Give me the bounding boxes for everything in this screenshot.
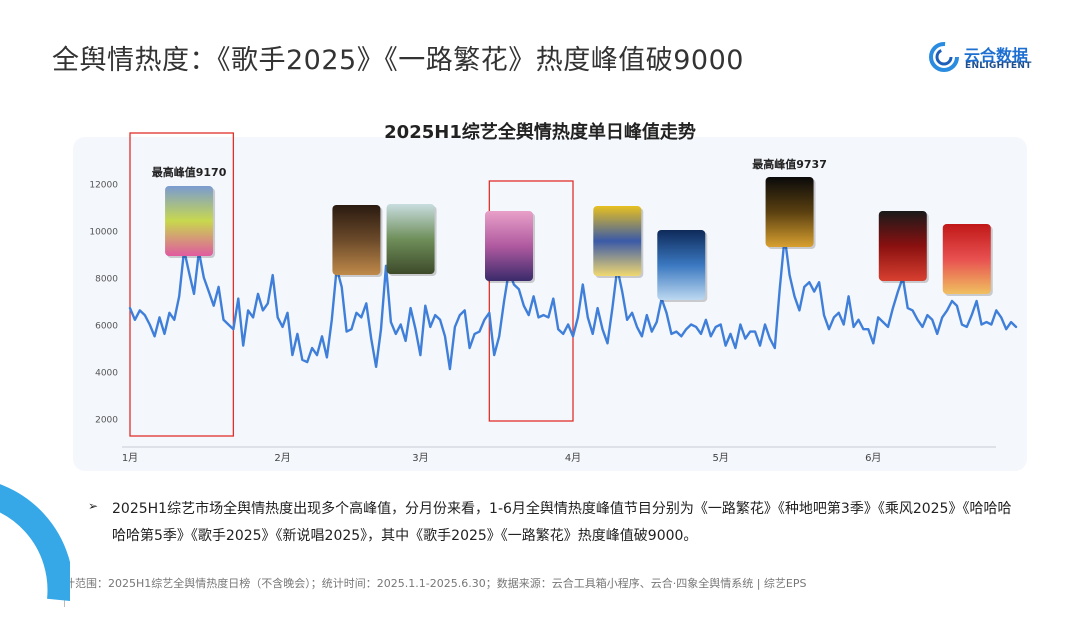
x-tick-label: 6月: [865, 452, 881, 464]
series-line: [128, 235, 1018, 371]
peak-annotation: 最高峰值9737: [752, 157, 827, 171]
page-title: 全舆情热度：《歌手2025》《一路繁花》热度峰值破9000: [52, 45, 744, 76]
x-tick-label: 1月: [122, 452, 138, 464]
x-tick-label: 5月: [712, 452, 728, 464]
x-tick-label: 4月: [565, 452, 581, 464]
logo-ring-icon: [929, 42, 959, 72]
bullet-icon: ➢: [88, 499, 99, 513]
x-tick-label: 2月: [274, 452, 290, 464]
y-tick-label: 12000: [89, 181, 118, 191]
logo-cn-text: 云合数据: [964, 46, 1029, 65]
chart-panel: [73, 137, 1027, 471]
peak-annotation: 最高峰值9170: [152, 165, 227, 179]
brand-logo: 云合数据 ENLIGHTENT: [928, 40, 1048, 76]
y-tick-label: 8000: [95, 275, 118, 285]
y-tick-label: 6000: [95, 322, 118, 332]
source-note: 统计范围：2025H1综艺全舆情热度日榜（不含晚会）；统计时间：2025.1.1…: [53, 577, 807, 590]
show-poster: [942, 224, 991, 294]
highlight-box: [488, 180, 574, 422]
heat-line-chart: 2000 4000 6000 8000 10000 12000 1月 2月 3月 4月 5月 6月 最高…: [89, 132, 1018, 464]
show-poster: [165, 186, 214, 256]
corner-decoration: [0, 484, 70, 601]
y-tick-label: 10000: [89, 228, 118, 238]
show-poster: [657, 230, 706, 300]
show-poster: [878, 211, 927, 281]
y-tick-label: 2000: [95, 416, 118, 426]
show-poster: [386, 204, 435, 274]
show-poster: [593, 206, 642, 276]
logo-en-text: ENLIGHTENT: [965, 61, 1032, 71]
show-poster: [765, 177, 814, 247]
y-tick-label: 4000: [95, 369, 118, 379]
show-poster: [332, 205, 381, 275]
x-tick-label: 3月: [412, 452, 428, 464]
show-poster: [485, 211, 534, 281]
chart-title: 2025H1综艺全舆情热度单日峰值走势: [384, 122, 696, 143]
summary-text: 2025H1综艺市场全舆情热度出现多个高峰值，分月份来看，1-6月全舆情热度峰值…: [112, 501, 1012, 544]
highlight-box: [129, 132, 235, 437]
